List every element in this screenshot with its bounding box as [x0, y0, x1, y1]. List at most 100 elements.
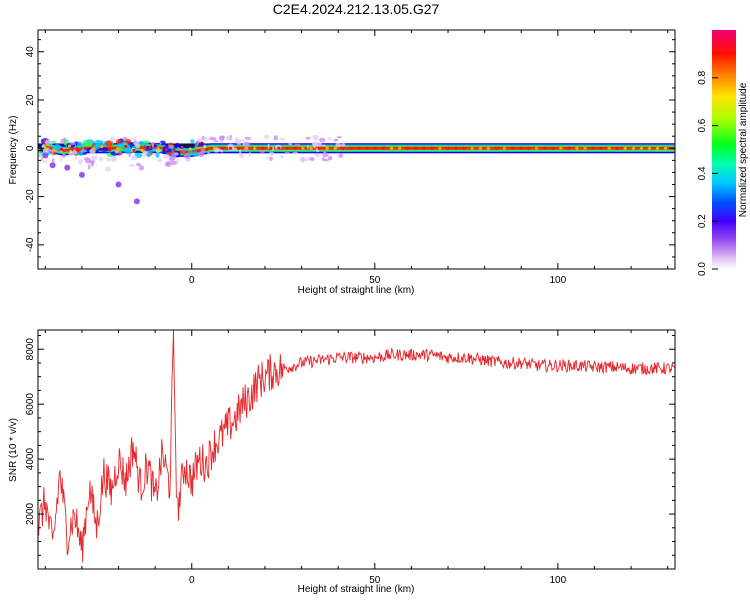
spectral-speckle — [321, 144, 326, 147]
spectral-speckle — [40, 159, 45, 162]
snr-panel: 0 50 100 2000 4000 6000 8000 Height of straigh… — [8, 329, 676, 595]
spectral-speckle — [69, 142, 76, 145]
spectral-peak — [293, 146, 297, 150]
spectral-speckle — [131, 137, 137, 140]
spectral-peak — [237, 146, 241, 150]
spectral-peak — [59, 147, 64, 151]
spectral-speckle — [248, 151, 252, 157]
spectral-speckle — [213, 140, 219, 143]
spectral-speckle — [169, 154, 177, 160]
spectral-peak — [188, 147, 192, 151]
spectral-speckle — [158, 158, 162, 163]
spectrogram-xtick-label: 100 — [550, 275, 567, 286]
figure-title: C2E4.2024.212.13.05.G27 — [273, 1, 440, 17]
spectral-peak — [100, 145, 104, 149]
spectrogram-xlabel: Height of straight line (km) — [298, 285, 415, 296]
spectral-blotch — [99, 147, 109, 152]
colorbar-label: Normalized spectral amplitude — [738, 82, 749, 217]
spectral-speckle — [167, 144, 175, 148]
spectral-speckle — [98, 156, 104, 162]
spectral-peak — [253, 146, 257, 150]
spectrogram-panel: 0 50 100 -40 -20 0 20 40 Height of straight lin… — [8, 29, 676, 296]
spectral-speckle — [267, 143, 270, 150]
spectrogram-xtick-label: 50 — [369, 275, 381, 286]
spectral-speckle — [173, 152, 179, 156]
spectral-speckle — [225, 135, 232, 141]
spectral-peak — [204, 147, 209, 152]
spectral-peak — [559, 146, 563, 150]
spectral-peak — [583, 146, 587, 150]
spectral-speckle — [200, 148, 205, 153]
spectral-peak — [599, 146, 603, 150]
spectral-speckle — [279, 155, 284, 158]
spectral-peak — [92, 147, 96, 151]
spectral-speckle — [170, 160, 178, 166]
spectral-peak — [647, 146, 651, 150]
spectral-speckle — [268, 151, 275, 156]
spectral-peak — [478, 146, 482, 150]
spectral-speckle — [62, 137, 67, 144]
spectral-peak — [245, 146, 249, 150]
spectral-speckle — [152, 153, 155, 156]
spectral-speckle — [130, 155, 138, 161]
spectral-speckle — [47, 147, 51, 154]
spectral-peak — [663, 146, 668, 150]
spectral-speckle — [263, 134, 270, 140]
spectral-peak — [301, 146, 305, 150]
spectral-speckle — [220, 140, 224, 144]
spectral-speckle — [111, 156, 117, 163]
spectral-peak — [83, 146, 88, 150]
spectral-speckle — [336, 136, 342, 139]
spectral-peak — [261, 146, 265, 150]
spectral-speckle — [232, 148, 238, 151]
snr-xtick-label: 50 — [369, 575, 381, 586]
spectral-speckle — [336, 152, 340, 157]
spectral-peak — [655, 146, 660, 150]
spectral-speckle — [269, 156, 273, 161]
spectral-speckle — [128, 163, 136, 167]
spectral-speckle — [122, 136, 128, 142]
spectral-peak — [486, 146, 490, 150]
spectrogram-ylabel: Frequency (Hz) — [8, 116, 19, 185]
spectral-peak — [212, 146, 217, 150]
spectral-speckle — [294, 143, 301, 147]
spectral-peak — [357, 146, 362, 150]
spectral-speckle — [177, 146, 180, 152]
spectral-speckle — [279, 137, 285, 141]
spectral-peak — [430, 146, 434, 150]
spectrogram-ytick-label: -40 — [25, 237, 36, 252]
spectral-speckle — [104, 166, 111, 172]
spectral-speckle — [105, 157, 111, 162]
spectral-speckle — [288, 142, 293, 146]
spectral-speckle — [183, 153, 191, 159]
spectral-blotch — [116, 143, 126, 148]
spectral-speckle — [203, 136, 208, 142]
spectral-peak — [607, 146, 611, 150]
spectral-speckle — [164, 162, 170, 167]
spectral-peak — [51, 148, 55, 152]
spectral-speckle — [133, 141, 140, 146]
spectral-peak — [325, 146, 329, 150]
spectral-blotch — [53, 143, 61, 151]
spectral-peak — [172, 148, 176, 152]
spectral-speckle — [77, 159, 83, 165]
spectral-peak — [317, 146, 321, 150]
spectral-speckle — [42, 148, 50, 154]
colorbar-gradient — [712, 30, 736, 269]
spectral-speckle — [142, 151, 147, 158]
snr-ytick-label: 6000 — [25, 393, 36, 416]
spectral-blotch — [115, 139, 122, 145]
spectral-peak — [148, 146, 152, 150]
spectral-speckle — [203, 144, 207, 149]
spectral-peak — [164, 148, 168, 152]
spectral-blob — [133, 198, 140, 205]
spectral-peak — [365, 146, 370, 150]
spectral-speckle — [150, 142, 154, 145]
colorbar-tick-label: 0.8 — [697, 70, 708, 84]
spectral-peak — [551, 146, 555, 150]
snr-ytick-label: 4000 — [25, 448, 36, 471]
spectral-blotch — [105, 140, 113, 147]
snr-ylabel: SNR (10 * v/v) — [8, 418, 19, 482]
spectral-speckle — [43, 160, 48, 164]
